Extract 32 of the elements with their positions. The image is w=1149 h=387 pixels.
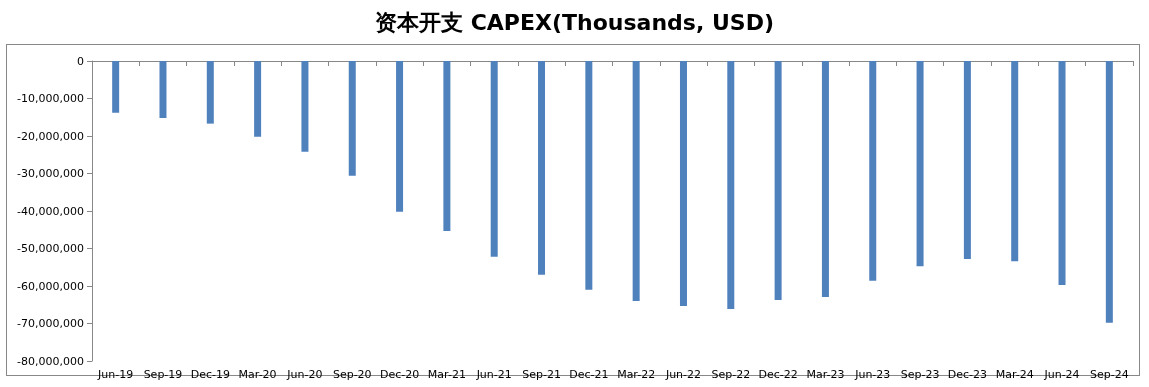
y-tick-label: -80,000,000	[17, 354, 84, 368]
x-tick-label: Dec-20	[379, 368, 420, 381]
x-tick-label: Jun-21	[475, 368, 512, 381]
x-tick-label: Jun-22	[664, 368, 702, 381]
y-tick-label: -10,000,000	[17, 92, 84, 105]
x-tick-label: Mar-24	[995, 368, 1034, 381]
x-tick-label: Sep-19	[143, 368, 183, 381]
x-tick-label: Jun-20	[286, 368, 323, 381]
y-tick-label: 0	[77, 54, 84, 68]
y-tick-label: -60,000,000	[17, 279, 84, 293]
x-tick-label: Sep-23	[900, 368, 940, 381]
y-tick-label: -70,000,000	[17, 317, 84, 330]
x-tick-label: Sep-22	[711, 368, 751, 381]
x-tick-label: Jun-23	[854, 368, 891, 381]
chart-title: 资本开支 CAPEX(Thousands, USD)	[375, 9, 774, 35]
x-tick-label: Jun-24	[1043, 368, 1080, 381]
y-tick-label: -40,000,000	[17, 204, 84, 218]
y-tick-label: -50,000,000	[17, 242, 84, 255]
x-tick-label: Sep-21	[522, 368, 561, 381]
y-tick-label: -20,000,000	[17, 129, 84, 143]
x-tick-label: Dec-21	[569, 368, 609, 381]
x-tick-label: Dec-22	[758, 368, 798, 381]
x-tick-label: Mar-21	[427, 368, 466, 381]
y-tick-label: -30,000,000	[17, 167, 84, 180]
x-tick-label: Sep-24	[1089, 368, 1129, 381]
x-tick-label: Mar-23	[806, 368, 845, 381]
x-tick-label: Dec-23	[947, 368, 988, 381]
x-tick-label: Dec-19	[190, 368, 230, 381]
x-tick-label: Mar-20	[238, 368, 277, 381]
x-tick-label: Mar-22	[617, 368, 656, 381]
x-tick-label: Jun-19	[97, 368, 134, 381]
x-tick-label: Sep-20	[332, 368, 372, 381]
